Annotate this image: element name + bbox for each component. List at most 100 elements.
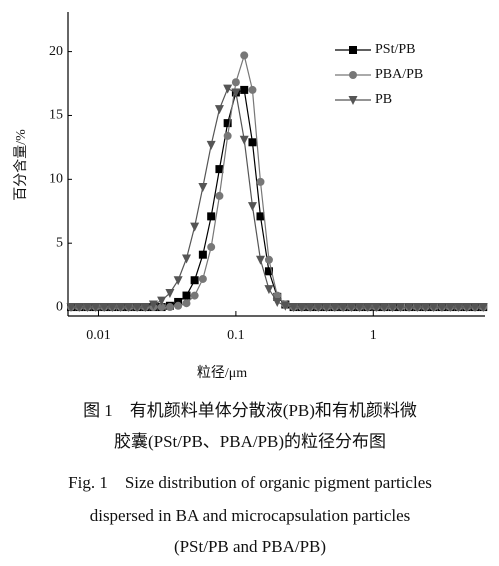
data-point [330,303,340,313]
data-point [83,303,93,313]
data-point [445,303,455,313]
data-point [264,285,274,295]
data-point [190,222,200,232]
data-point [198,250,207,259]
legend-label: PSt/PB [375,42,415,57]
data-point [256,212,265,221]
caption-line: 胶囊(PSt/PB、PBA/PB)的粒径分布图 [114,432,386,451]
x-tick-label: 0.01 [86,328,111,343]
y-tick-label: 15 [49,108,63,123]
legend-marker [349,46,357,54]
series-line [71,89,484,308]
legend-label: PB [375,92,392,107]
data-point [305,303,315,313]
data-point [396,303,406,313]
data-point [248,138,257,147]
x-tick-label: 1 [370,328,377,343]
data-point [157,303,166,312]
data-point [313,303,323,313]
data-point [355,303,365,313]
data-point [165,289,175,299]
y-tick-label: 0 [56,299,63,314]
data-point [273,291,282,300]
legend-marker [348,96,358,105]
data-point [223,131,232,140]
data-point [264,267,273,276]
data-point [240,85,249,94]
data-point [206,140,216,150]
data-point [91,303,101,313]
data-point [363,303,373,313]
data-point [124,303,134,313]
data-point [239,135,249,145]
legend-label: PBA/PB [375,67,423,82]
data-point [223,119,232,128]
data-point [412,303,422,313]
data-point [346,303,356,313]
caption-line: (PSt/PB and PBA/PB) [174,537,326,556]
data-point [248,85,257,94]
data-point [66,303,76,313]
data-point [182,299,191,308]
data-point [173,276,183,286]
data-point [198,274,207,283]
legend-marker [349,71,357,79]
data-point [280,301,290,311]
data-point [207,243,216,252]
data-point [264,255,273,264]
data-point [165,303,174,312]
data-point [174,301,183,310]
data-point [214,105,224,115]
data-point [148,300,158,310]
data-point [404,303,414,313]
data-point [215,165,224,174]
data-point [255,255,265,265]
data-point [247,202,257,212]
data-point [478,303,488,313]
series-line [71,53,484,308]
data-point [107,303,117,313]
x-axis-label: 粒径/μm [197,365,247,381]
data-point [157,296,167,306]
caption-line: Fig. 1 Size distribution of organic pigm… [68,473,432,492]
data-point [231,88,241,98]
data-point [289,303,299,313]
data-point [297,303,307,313]
data-point [181,254,191,264]
data-point [116,303,126,313]
data-point [421,303,431,313]
data-point [379,303,389,313]
data-point [190,276,199,285]
data-point [74,303,84,313]
caption-line: 图 1 有机颜料单体分散液(PB)和有机颜料微 [83,401,417,420]
data-point [437,303,447,313]
data-point [207,212,216,221]
data-point [371,303,381,313]
data-point [272,297,282,307]
data-point [190,291,199,300]
data-point [182,291,191,300]
data-point [322,303,332,313]
data-point [388,303,398,313]
data-point [140,303,150,313]
y-tick-label: 10 [49,172,63,187]
data-point [462,303,472,313]
data-point [338,303,348,313]
caption-line: dispersed in BA and microcapsulation par… [90,506,411,525]
data-point [240,51,249,60]
series-line [71,87,484,308]
data-point [231,78,240,87]
y-tick-label: 20 [49,44,63,59]
data-point [132,303,142,313]
data-point [429,303,439,313]
data-point [223,84,233,94]
data-point [256,177,265,186]
data-point [99,303,109,313]
data-point [198,182,208,192]
data-point [454,303,464,313]
data-point [215,191,224,200]
data-point [470,303,480,313]
x-tick-label: 0.1 [227,328,245,343]
